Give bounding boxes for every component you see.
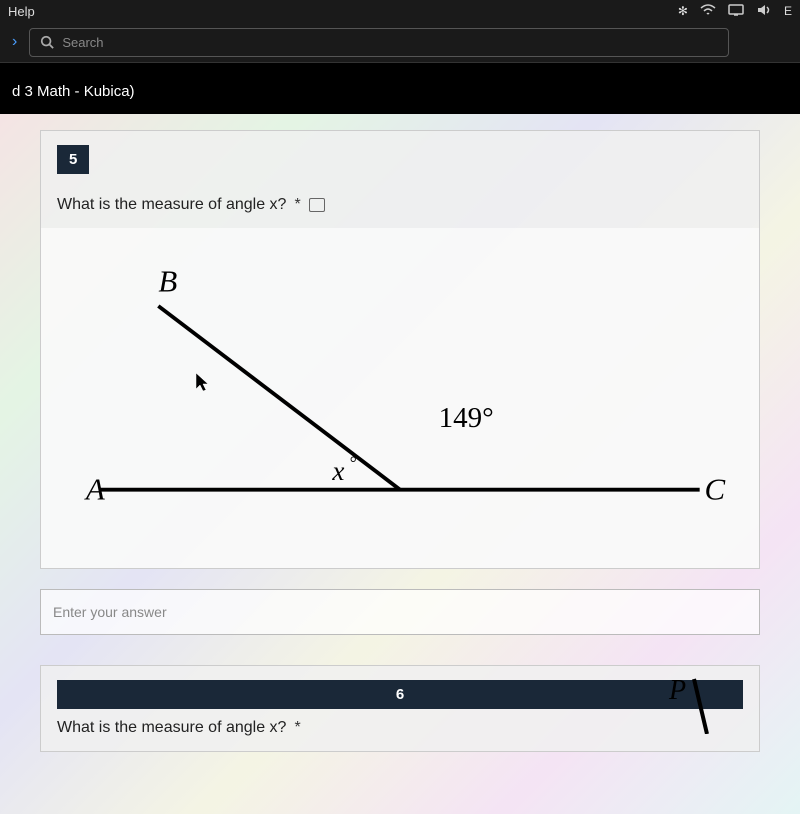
question-5-header: 5 What is the measure of angle x? *	[41, 131, 759, 228]
menu-bar: Help ✻ E	[0, 0, 800, 22]
diagram-svg: A B C 149° x °	[71, 248, 729, 538]
line-p	[694, 679, 707, 734]
point-b-label: B	[158, 264, 177, 299]
required-indicator: *	[294, 196, 300, 214]
question-number-badge: 5	[57, 145, 89, 174]
question-6-text-content: What is the measure of angle x?	[57, 719, 286, 737]
answer-input[interactable]	[40, 589, 760, 635]
point-c-label: C	[705, 471, 726, 506]
angle-x-deg: °	[350, 452, 357, 472]
angle-outer-label: 149°	[439, 402, 494, 434]
angle-diagram: A B C 149° x °	[41, 228, 759, 568]
question-6-diagram: P	[639, 674, 719, 734]
wifi-icon	[700, 4, 716, 19]
question-text-content: What is the measure of angle x?	[57, 196, 286, 214]
bluetooth-icon: ✻	[678, 4, 688, 18]
search-bar[interactable]	[29, 28, 729, 57]
search-icon	[40, 35, 54, 49]
volume-icon	[756, 4, 772, 19]
forward-button[interactable]: ›	[8, 33, 21, 51]
angle-x-var: x	[331, 456, 344, 486]
page-title: d 3 Math - Kubica)	[0, 63, 800, 114]
question-5: 5 What is the measure of angle x? * A B …	[40, 130, 760, 569]
line-b	[158, 306, 400, 490]
question-text: What is the measure of angle x? *	[57, 196, 743, 214]
status-icons: ✻ E	[678, 4, 792, 19]
help-menu[interactable]: Help	[8, 4, 35, 19]
browser-toolbar: ›	[0, 22, 800, 62]
search-input[interactable]	[62, 35, 718, 50]
point-p-label: P	[668, 675, 686, 706]
point-a-label: A	[84, 471, 105, 506]
content-area: 5 What is the measure of angle x? * A B …	[0, 114, 800, 814]
display-icon	[728, 4, 744, 19]
battery-icon: E	[784, 4, 792, 18]
immersive-reader-icon[interactable]	[309, 198, 325, 212]
question-6: 6 What is the measure of angle x? * P	[40, 665, 760, 752]
required-indicator-6: *	[294, 719, 300, 737]
